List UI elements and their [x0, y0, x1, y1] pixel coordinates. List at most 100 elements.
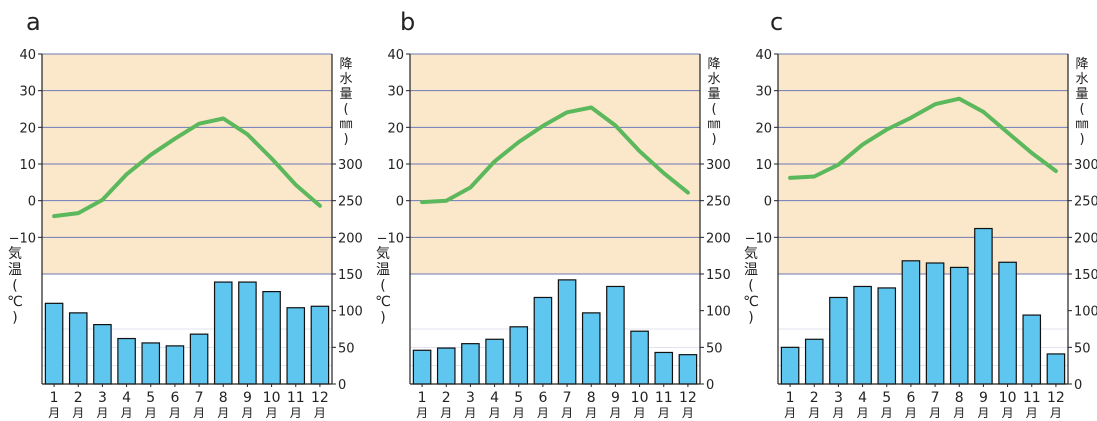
month-unit-label: 月	[416, 406, 428, 420]
month-number-label: 10	[999, 390, 1017, 406]
month-unit-label: 月	[489, 406, 501, 420]
left-axis-label-char: 温	[744, 262, 758, 278]
month-unit-label: 月	[217, 406, 229, 420]
month-unit-label: 月	[145, 406, 157, 420]
precipitation-bar	[901, 260, 921, 385]
precipitation-bar	[829, 296, 848, 385]
right-tick-label: 100	[706, 305, 731, 320]
month-number-label: 6	[538, 390, 547, 406]
left-axis-label-char: 気	[376, 246, 390, 262]
precipitation-bar	[581, 312, 601, 385]
left-tick-label: 20	[387, 121, 404, 136]
precipitation-bar	[238, 281, 257, 385]
month-number-label: 4	[122, 390, 131, 406]
month-unit-label: 月	[314, 406, 326, 420]
month-number-label: 9	[243, 390, 252, 406]
month-number-label: 12	[679, 390, 697, 406]
month-number-label: 10	[631, 390, 649, 406]
precipitation-bar	[877, 287, 897, 385]
month-unit-label: 月	[682, 406, 694, 420]
month-unit-label: 月	[953, 406, 965, 420]
left-tick-label: −10	[9, 231, 36, 246]
month-number-label: 3	[834, 390, 843, 406]
left-tick-label: 10	[19, 158, 36, 173]
chart-panel-c: c403020100−103002502001501005001月2月3月4月5…	[743, 8, 1097, 420]
right-tick-label: 300	[338, 158, 363, 173]
precipitation-bar	[1022, 314, 1042, 385]
month-number-label: 11	[655, 390, 673, 406]
precipitation-bar	[1046, 353, 1066, 385]
left-axis-label-char: )	[380, 310, 385, 326]
month-unit-label: 月	[857, 406, 869, 420]
left-axis-label-char: 温	[376, 262, 390, 278]
month-number-label: 11	[1023, 390, 1041, 406]
month-unit-label: 月	[513, 406, 525, 420]
precipitation-bar	[93, 324, 112, 385]
left-axis-label-char: 気	[8, 246, 22, 262]
month-number-label: 8	[219, 390, 228, 406]
month-unit-label: 月	[977, 406, 989, 420]
right-axis-label-char: )	[343, 132, 348, 147]
left-axis-label-char: ℃	[743, 294, 759, 310]
month-unit-label: 月	[72, 406, 84, 420]
month-number-label: 9	[979, 390, 988, 406]
month-unit-label: 月	[832, 406, 844, 420]
right-tick-label: 250	[706, 195, 731, 210]
precipitation-bar	[606, 285, 625, 385]
month-number-label: 1	[786, 390, 795, 406]
precipitation-bar	[533, 296, 553, 385]
left-axis-label-char: (	[380, 278, 385, 294]
right-tick-label: 200	[706, 231, 731, 246]
month-number-label: 5	[514, 390, 523, 406]
month-unit-label: 月	[808, 406, 820, 420]
month-unit-label: 月	[634, 406, 646, 420]
month-unit-label: 月	[290, 406, 302, 420]
temperature-line	[420, 105, 690, 205]
left-tick-label: 30	[387, 85, 404, 100]
right-tick-label: 150	[338, 268, 363, 283]
chart-panel-b: b403020100−103002502001501005001月2月3月4月5…	[375, 8, 731, 420]
month-number-label: 10	[263, 390, 281, 406]
right-axis-label-char: )	[711, 132, 716, 147]
month-unit-label: 月	[585, 406, 597, 420]
month-number-label: 7	[195, 390, 204, 406]
month-number-label: 6	[906, 390, 915, 406]
right-axis-label-char: 水	[339, 72, 352, 87]
left-tick-label: 20	[755, 121, 772, 136]
left-tick-label: −10	[745, 231, 772, 246]
month-unit-label: 月	[784, 406, 796, 420]
month-number-label: 2	[74, 390, 83, 406]
month-number-label: 1	[418, 390, 427, 406]
precipitation-bar	[286, 307, 306, 385]
month-unit-label: 月	[1050, 406, 1062, 420]
precipitation-bar	[974, 227, 993, 385]
right-tick-label: 100	[1074, 305, 1097, 320]
precipitation-bar	[68, 312, 88, 385]
precipitation-bar	[678, 354, 698, 385]
precipitation-bar	[165, 345, 185, 385]
right-tick-label: 250	[1074, 195, 1097, 210]
left-tick-label: 10	[387, 158, 404, 173]
month-number-label: 7	[563, 390, 572, 406]
month-number-label: 12	[311, 390, 329, 406]
month-unit-label: 月	[1002, 406, 1014, 420]
month-number-label: 12	[1047, 390, 1065, 406]
right-axis-label-char: 量	[1075, 87, 1088, 102]
month-unit-label: 月	[464, 406, 476, 420]
chart-title: b	[400, 8, 415, 36]
month-unit-label: 月	[929, 406, 941, 420]
precipitation-bar	[925, 262, 945, 385]
month-unit-label: 月	[48, 406, 60, 420]
left-axis-label-char: (	[748, 278, 753, 294]
precipitation-bar	[213, 281, 233, 385]
precipitation-bar	[141, 342, 161, 385]
temperature-line	[788, 96, 1058, 180]
month-number-label: 5	[882, 390, 891, 406]
left-tick-label: 10	[755, 158, 772, 173]
precipitation-bar	[853, 285, 872, 385]
precipitation-bar	[436, 347, 456, 385]
left-axis-label-char: )	[748, 310, 753, 326]
right-tick-label: 150	[1074, 268, 1097, 283]
right-tick-label: 300	[1074, 158, 1097, 173]
